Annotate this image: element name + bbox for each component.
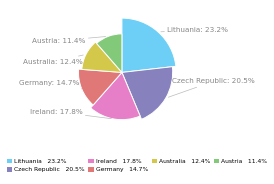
- Text: Australia: 12.4%: Australia: 12.4%: [23, 55, 83, 65]
- Legend: Lithuania   23.2%, Czech Republic   20.5%, Ireland   17.8%, Germany   14.7%, Aus: Lithuania 23.2%, Czech Republic 20.5%, I…: [5, 158, 269, 174]
- Wedge shape: [82, 42, 122, 72]
- Wedge shape: [122, 67, 173, 119]
- Text: Lithuania: 23.2%: Lithuania: 23.2%: [161, 27, 228, 33]
- Text: Czech Republic: 20.5%: Czech Republic: 20.5%: [168, 78, 255, 97]
- Wedge shape: [78, 69, 122, 105]
- Text: Ireland: 17.8%: Ireland: 17.8%: [30, 109, 112, 119]
- Wedge shape: [122, 18, 176, 72]
- Text: Austria: 11.4%: Austria: 11.4%: [32, 37, 106, 44]
- Wedge shape: [97, 34, 122, 72]
- Text: Germany: 14.7%: Germany: 14.7%: [19, 80, 82, 89]
- Wedge shape: [91, 72, 140, 120]
